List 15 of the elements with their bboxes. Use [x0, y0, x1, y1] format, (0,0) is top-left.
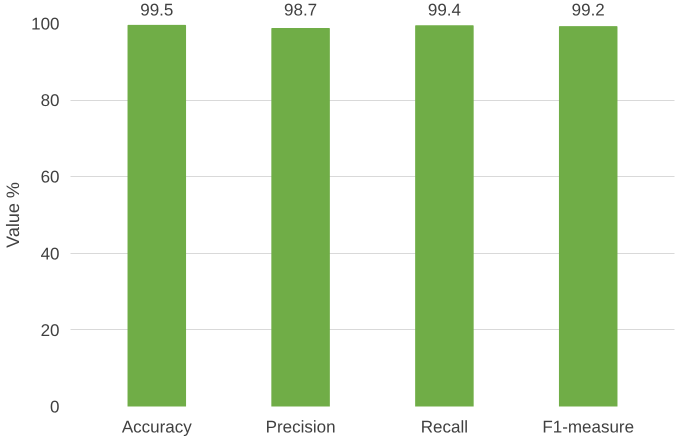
y-tick-label: 20 [40, 320, 60, 340]
data-label: 99.2 [572, 0, 605, 20]
data-label: 99.4 [428, 0, 461, 20]
data-label: 99.5 [140, 0, 174, 20]
y-tick-label: 0 [50, 398, 60, 416]
y-axis-title: Value % [3, 182, 24, 248]
y-tick-label: 60 [40, 168, 60, 187]
x-tick-label: Accuracy [122, 418, 192, 436]
y-tick-label: 100 [31, 14, 60, 34]
data-label: 98.7 [284, 0, 318, 20]
x-tick-label: F1-measure [542, 418, 634, 436]
x-tick-label: Recall [420, 418, 468, 436]
x-tick-label: Precision [266, 418, 336, 436]
y-tick-label: 80 [40, 91, 60, 110]
y-tick-label: 40 [40, 244, 60, 264]
